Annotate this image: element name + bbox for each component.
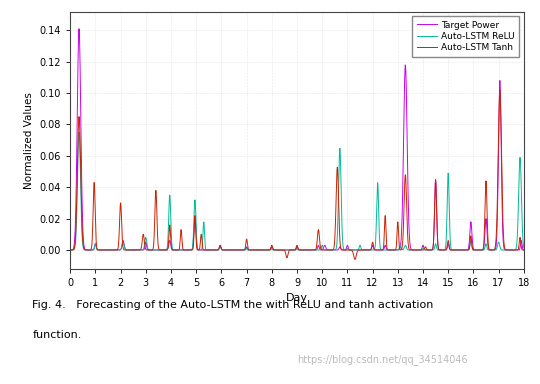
Legend: Target Power, Auto-LSTM ReLU, Auto-LSTM Tanh: Target Power, Auto-LSTM ReLU, Auto-LSTM …: [412, 16, 519, 56]
X-axis label: Day: Day: [286, 293, 308, 303]
Auto-LSTM ReLU: [67, 248, 73, 252]
Target Power: [164, 247, 171, 252]
Auto-LSTM ReLU: [252, 248, 259, 252]
Line: Auto-LSTM ReLU: Auto-LSTM ReLU: [70, 132, 524, 250]
Auto-LSTM Tanh: [377, 248, 383, 252]
Auto-LSTM ReLU: [377, 246, 383, 250]
Auto-LSTM Tanh: [252, 248, 259, 252]
Target Power: [255, 248, 261, 252]
Target Power: [76, 26, 82, 31]
Auto-LSTM Tanh: [237, 248, 243, 252]
Auto-LSTM ReLU: [76, 130, 82, 135]
Line: Auto-LSTM Tanh: Auto-LSTM Tanh: [70, 90, 524, 259]
Auto-LSTM Tanh: [521, 248, 527, 252]
Line: Target Power: Target Power: [70, 29, 524, 250]
Target Power: [253, 248, 259, 252]
Y-axis label: Normalized Values: Normalized Values: [24, 92, 34, 189]
Auto-LSTM Tanh: [93, 239, 99, 243]
Target Power: [93, 245, 100, 250]
Auto-LSTM Tanh: [164, 248, 170, 252]
Auto-LSTM ReLU: [93, 245, 100, 250]
Auto-LSTM Tanh: [352, 257, 358, 262]
Auto-LSTM ReLU: [164, 245, 171, 250]
Auto-LSTM ReLU: [254, 248, 261, 252]
Auto-LSTM ReLU: [521, 245, 527, 250]
Auto-LSTM Tanh: [254, 248, 261, 252]
Target Power: [521, 248, 527, 252]
Text: Fig. 4.   Forecasting of the Auto-LSTM the with ReLU and tanh activation: Fig. 4. Forecasting of the Auto-LSTM the…: [32, 300, 434, 310]
Text: function.: function.: [32, 330, 82, 340]
Target Power: [67, 248, 73, 252]
Auto-LSTM ReLU: [237, 248, 244, 252]
Auto-LSTM Tanh: [497, 88, 503, 92]
Target Power: [237, 248, 244, 252]
Auto-LSTM Tanh: [67, 248, 73, 252]
Target Power: [230, 248, 237, 252]
Auto-LSTM ReLU: [256, 248, 262, 252]
Target Power: [377, 248, 383, 252]
Text: https://blog.csdn.net/qq_34514046: https://blog.csdn.net/qq_34514046: [297, 354, 468, 365]
